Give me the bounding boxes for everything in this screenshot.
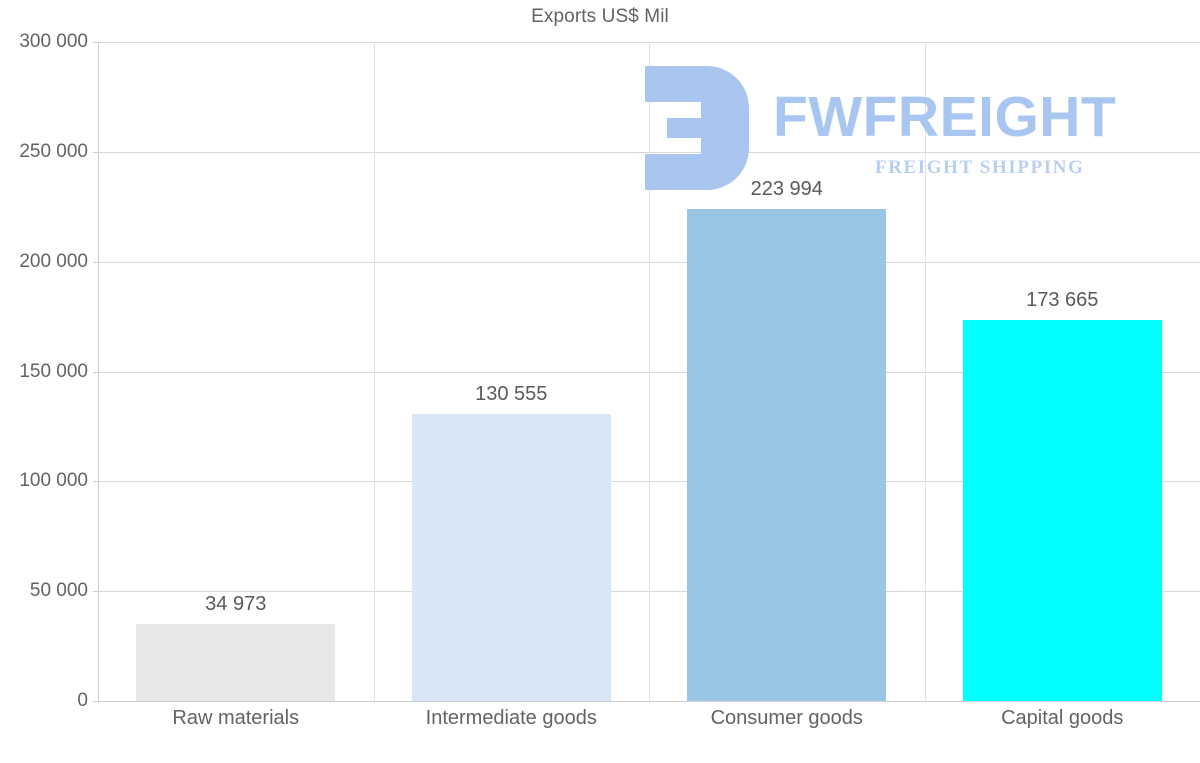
gridline (98, 701, 1200, 702)
category-divider (374, 42, 375, 701)
plot-area: 34 973 130 555 223 994 173 665 (98, 42, 1200, 702)
category-divider (925, 42, 926, 701)
bar[interactable] (687, 208, 887, 701)
x-axis: Raw materials Intermediate goods Consumer … (98, 707, 1200, 747)
bar[interactable] (411, 414, 611, 701)
y-axis-tick-label: 50 000 (29, 580, 88, 602)
y-axis-tick-label: 250 000 (19, 140, 88, 162)
bar-value-label: 34 973 (205, 593, 267, 616)
bar[interactable] (962, 319, 1162, 701)
y-axis-tick-mark (93, 151, 99, 153)
y-axis-tick-mark (93, 42, 99, 43)
y-axis-tick-label: 300 000 (19, 31, 88, 52)
chart-title: Exports US$ Mil (531, 6, 669, 27)
x-axis-tick-label: Raw materials (172, 707, 300, 729)
y-axis: 0 50 000 100 000 150 000 200 000 250 000 300 0… (0, 31, 99, 711)
y-axis-tick-mark (93, 591, 99, 593)
y-axis-tick-mark (93, 261, 99, 263)
y-axis-tick-mark (93, 481, 99, 483)
x-axis-tick-label: Capital goods (1001, 707, 1124, 729)
x-axis-tick-label: Intermediate goods (425, 707, 597, 729)
bar-value-label: 223 994 (750, 177, 823, 200)
y-axis-tick-mark (93, 701, 99, 702)
bar[interactable] (136, 624, 336, 701)
y-axis-tick-label: 0 (77, 690, 88, 711)
y-axis-tick-label: 150 000 (19, 360, 88, 382)
category-divider (649, 42, 650, 701)
y-axis-tick-label: 200 000 (19, 250, 88, 272)
bar-value-label: 173 665 (1026, 288, 1099, 311)
y-axis-tick-mark (93, 371, 99, 373)
x-axis-tick-label: Consumer goods (710, 707, 863, 729)
bar-value-label: 130 555 (475, 383, 548, 406)
y-axis-tick-label: 100 000 (19, 470, 88, 492)
